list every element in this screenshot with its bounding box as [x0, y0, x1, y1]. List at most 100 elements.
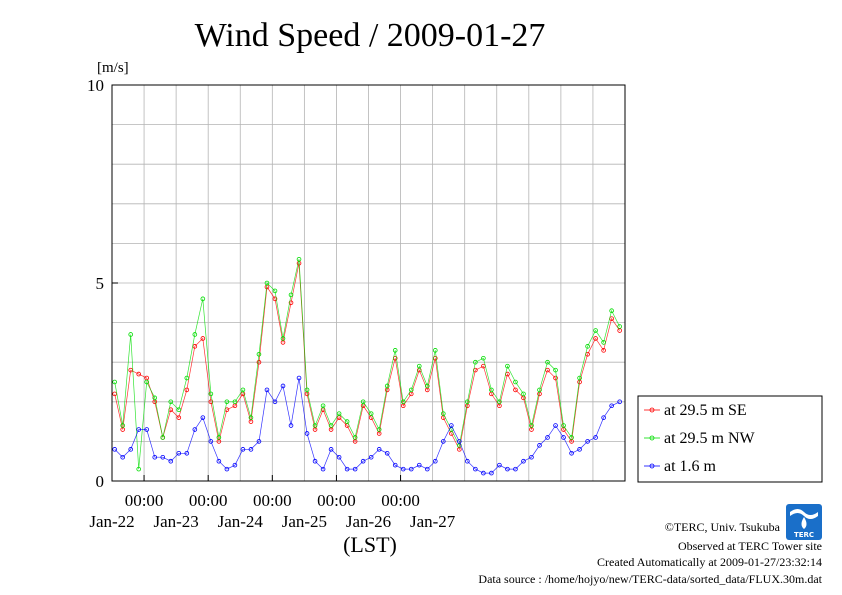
data-point — [224, 466, 230, 472]
data-point — [184, 387, 190, 393]
series-line — [114, 377, 620, 474]
footer-copyright: ©TERC, Univ. Tsukuba — [665, 520, 781, 534]
data-point — [465, 399, 470, 405]
data-point — [617, 399, 622, 405]
x-date-tick-label: Jan-22 — [89, 512, 134, 531]
data-point — [360, 399, 366, 405]
data-point — [376, 447, 382, 452]
data-point — [553, 375, 558, 381]
data-point — [529, 423, 534, 428]
data-point — [328, 447, 334, 452]
data-point — [416, 462, 422, 468]
data-point — [344, 419, 350, 424]
data-point — [497, 399, 502, 405]
data-point — [513, 387, 518, 393]
data-point — [344, 466, 350, 472]
x-date-tick-label: Jan-26 — [346, 512, 391, 531]
data-point — [296, 256, 302, 262]
logo-drop-icon — [801, 517, 807, 529]
footer: ©TERC, Univ. Tsukuba Observed at TERC To… — [478, 520, 822, 586]
data-point — [392, 348, 398, 353]
legend-marker — [649, 407, 655, 413]
data-point — [505, 466, 510, 472]
x-time-tick-label: 00:00 — [317, 491, 356, 510]
data-point — [553, 423, 558, 428]
series-group — [112, 260, 622, 452]
data-point — [392, 462, 398, 468]
data-point — [408, 387, 414, 393]
data-point — [577, 447, 582, 452]
data-point — [585, 344, 590, 349]
data-point — [272, 399, 278, 405]
data-point — [168, 399, 174, 405]
data-point — [288, 292, 294, 298]
data-point — [505, 363, 510, 369]
data-point — [561, 435, 566, 440]
data-point — [200, 336, 206, 341]
data-point — [184, 450, 190, 456]
data-point — [513, 466, 518, 472]
data-point — [545, 359, 550, 365]
data-point — [336, 411, 342, 416]
x-date-tick-label: Jan-27 — [410, 512, 456, 531]
data-point — [120, 423, 125, 428]
data-point — [545, 435, 550, 440]
legend: at 29.5 m SE at 29.5 m NW at 1.6 m — [637, 395, 823, 483]
data-point — [489, 387, 494, 393]
data-point — [136, 427, 142, 432]
logo-wave-icon — [790, 509, 818, 519]
data-point — [192, 427, 198, 432]
logo-text: TERC — [794, 531, 814, 539]
x-date-tick-label: Jan-25 — [282, 512, 327, 531]
data-point — [208, 439, 214, 444]
data-point — [553, 367, 558, 373]
data-point — [601, 340, 606, 345]
data-point — [561, 423, 566, 428]
x-date-tick-label: Jan-23 — [153, 512, 198, 531]
data-point — [432, 348, 438, 353]
data-point — [537, 443, 542, 448]
data-point — [384, 383, 390, 389]
data-point — [312, 458, 318, 464]
data-point — [232, 462, 238, 468]
data-point — [200, 296, 206, 302]
legend-label: at 29.5 m NW — [664, 430, 756, 447]
data-point — [224, 399, 230, 405]
data-point — [352, 435, 358, 440]
data-point — [449, 423, 454, 428]
y-tick-label: 10 — [87, 76, 104, 95]
data-point — [216, 458, 222, 464]
y-tick-label: 0 — [96, 472, 105, 491]
data-point — [569, 435, 574, 440]
footer-created: Created Automatically at 2009-01-27/23:3… — [597, 555, 822, 569]
data-point — [160, 435, 166, 440]
data-point — [304, 431, 310, 436]
data-point — [272, 296, 278, 302]
data-point — [336, 454, 342, 460]
data-point — [264, 387, 270, 393]
data-point — [320, 466, 326, 472]
series-group — [112, 375, 622, 476]
data-point — [296, 375, 302, 381]
data-point — [352, 466, 358, 472]
legend-label: at 29.5 m SE — [664, 402, 747, 419]
y-tick-labels: 0 5 10 — [87, 76, 118, 491]
data-point — [152, 454, 158, 460]
data-point — [473, 359, 478, 365]
x-axis-label: (LST) — [343, 532, 397, 557]
y-axis-unit-label: [m/s] — [97, 60, 129, 76]
x-time-tick-label: 00:00 — [189, 491, 228, 510]
data-point — [136, 466, 142, 472]
chart-title: Wind Speed / 2009-01-27 — [195, 17, 546, 54]
data-point — [112, 447, 117, 452]
data-point — [256, 359, 262, 365]
data-point — [481, 470, 486, 476]
data-point — [176, 407, 182, 413]
data-point — [360, 458, 366, 464]
data-point — [256, 439, 262, 444]
data-point — [368, 454, 374, 460]
data-point — [128, 332, 134, 337]
data-point — [424, 466, 430, 472]
data-point — [328, 423, 334, 428]
